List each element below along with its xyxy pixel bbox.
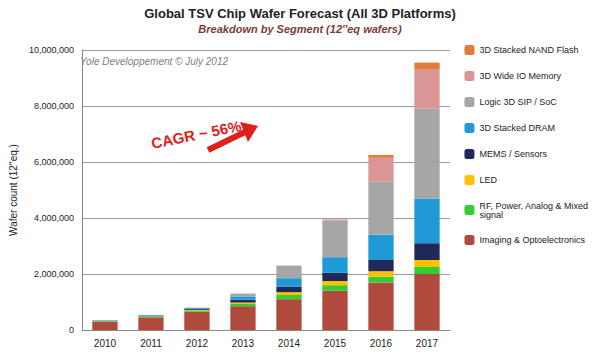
svg-text:3D Wide IO Memory: 3D Wide IO Memory	[479, 71, 561, 81]
svg-text:3D Stacked DRAM: 3D Stacked DRAM	[479, 123, 555, 133]
svg-text:Wafer count (12''eq.): Wafer count (12''eq.)	[8, 144, 19, 236]
svg-text:Imaging & Optoelectronics: Imaging & Optoelectronics	[479, 235, 585, 245]
svg-text:2016: 2016	[370, 338, 393, 349]
svg-text:RF, Power, Analog & Mixed: RF, Power, Analog & Mixed	[479, 200, 591, 211]
svg-text:2012: 2012	[186, 338, 209, 349]
svg-text:2013: 2013	[232, 338, 255, 349]
svg-text:signal: signal	[479, 210, 503, 220]
svg-text:8,000,000: 8,000,000	[34, 101, 74, 111]
svg-text:3D Stacked NAND Flash: 3D Stacked NAND Flash	[479, 45, 578, 55]
svg-text:4,000,000: 4,000,000	[34, 213, 74, 223]
svg-text:0: 0	[69, 325, 74, 335]
svg-text:2011: 2011	[140, 338, 162, 349]
svg-text:10,000,000: 10,000,000	[29, 45, 74, 55]
svg-text:LED: LED	[479, 175, 497, 185]
svg-text:6,000,000: 6,000,000	[34, 157, 74, 167]
svg-text:Global TSV Chip Wafer Forecast: Global TSV Chip Wafer Forecast (All 3D P…	[144, 6, 456, 21]
svg-text:2017: 2017	[416, 338, 439, 349]
svg-text:Breakdown by Segment (12''eq w: Breakdown by Segment (12''eq wafers)	[198, 23, 402, 35]
svg-text:MEMS / Sensors: MEMS / Sensors	[479, 149, 547, 159]
svg-text:2014: 2014	[278, 338, 301, 349]
svg-text:CAGR ~ 56%: CAGR ~ 56%	[150, 117, 243, 152]
svg-text:Yole Developpement © July 2012: Yole Developpement © July 2012	[80, 56, 228, 67]
svg-text:2015: 2015	[324, 338, 347, 349]
svg-text:2,000,000: 2,000,000	[34, 269, 74, 279]
svg-text:2010: 2010	[94, 338, 117, 349]
svg-text:Logic 3D SIP / SoC: Logic 3D SIP / SoC	[479, 97, 557, 107]
